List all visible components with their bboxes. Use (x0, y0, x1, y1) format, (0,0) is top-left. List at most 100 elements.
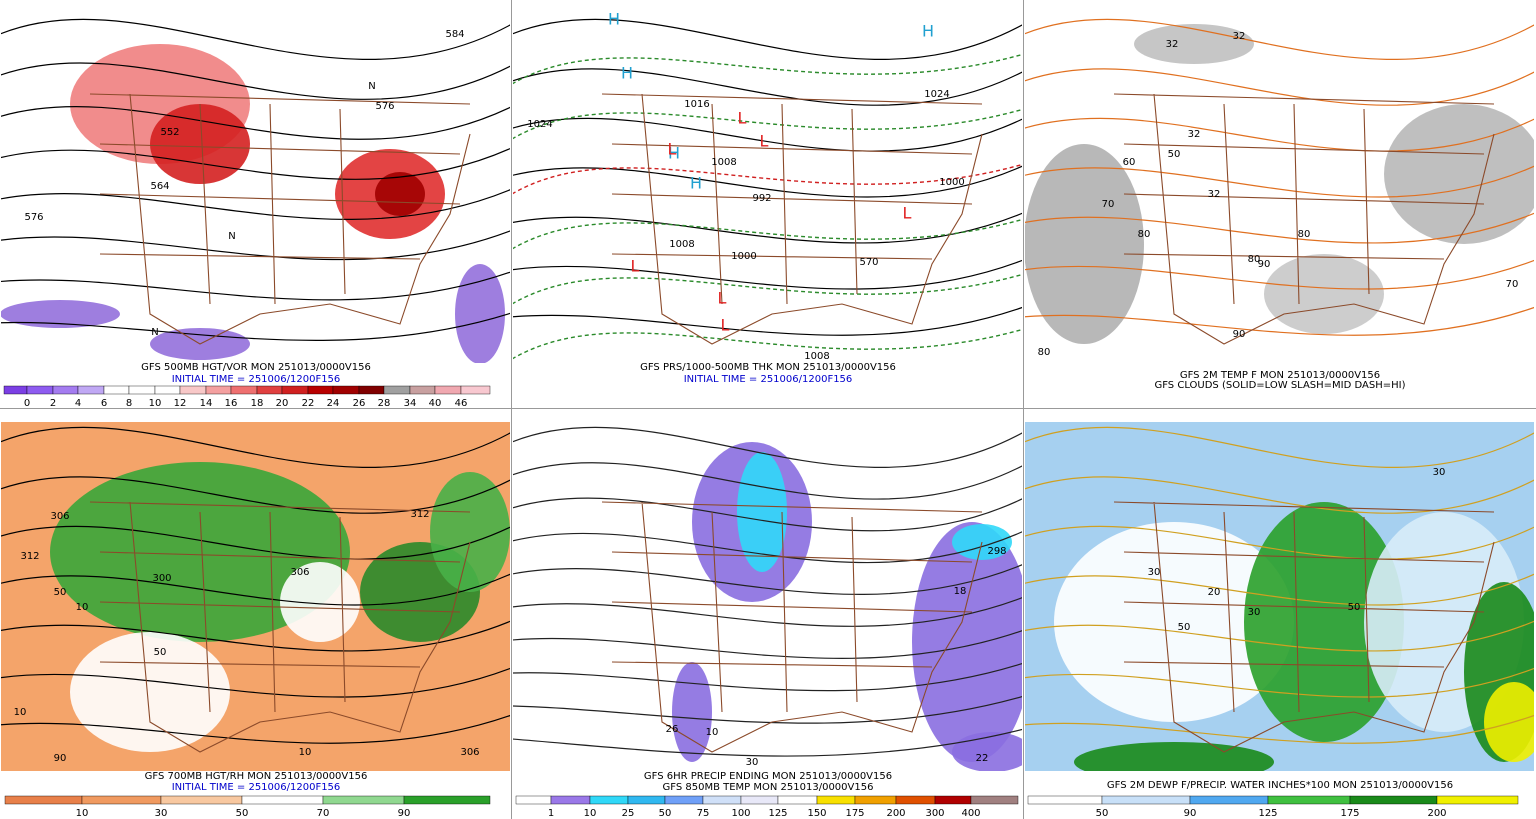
colorbar-label: 50 (236, 808, 249, 819)
panel: 552 564 576 576 584 N N N GFS 500MB HGT/VOR MON … (1, 14, 510, 409)
contour (513, 728, 1022, 757)
colorbar-segment (322, 795, 405, 805)
map-label: 80 (1248, 254, 1261, 265)
colorbar-segment (81, 795, 162, 805)
map-label: 298 (987, 546, 1006, 557)
contour (513, 531, 1022, 564)
contour (1, 271, 510, 301)
map-label: 576 (375, 101, 394, 112)
contour (513, 117, 1022, 152)
contour (513, 497, 1022, 532)
colorbar-label: 300 (925, 808, 944, 819)
colorbar-label: 8 (126, 398, 132, 409)
map-background (513, 14, 1022, 363)
contour (1, 476, 510, 514)
contour (513, 597, 1022, 627)
map-label: 80 (1138, 229, 1151, 240)
map-label: 1000 (731, 251, 756, 262)
map (513, 422, 1022, 771)
colorbar-segment (895, 795, 936, 805)
map-label: N (151, 327, 158, 338)
map-label: 32 (1233, 31, 1246, 42)
contour (1, 105, 510, 140)
contour (513, 259, 1022, 290)
shaded-area (455, 264, 505, 363)
map-label: L (631, 257, 640, 276)
map-label: 10 (14, 707, 27, 718)
contour (1, 573, 510, 606)
map-label: 1024 (924, 89, 949, 100)
colorbar-label: 0 (24, 398, 30, 409)
map-label: 312 (410, 509, 429, 520)
colorbar-segment (1349, 795, 1438, 805)
map-label: 10 (76, 602, 89, 613)
map-label: 50 (154, 647, 167, 658)
caption: GFS 2M DEWP F/PRECIP. WATER INCHES*100 M… (1107, 780, 1453, 791)
colorbar-segment (702, 795, 742, 805)
caption: GFS 2M TEMP F MON 251013/0000V156 (1180, 370, 1380, 381)
map-label: L (760, 132, 769, 151)
contour (513, 462, 1022, 500)
contour (1, 620, 510, 652)
map-label: 10 (706, 727, 719, 738)
contour (513, 695, 1022, 724)
colorbar-label: 6 (101, 398, 107, 409)
thickness-contour (513, 163, 1022, 195)
map (1, 14, 510, 363)
colorbar-segment (854, 795, 897, 805)
colorbar-label: 22 (302, 398, 315, 409)
contour (513, 165, 1022, 198)
map-label: 30 (1148, 567, 1161, 578)
map-label: 1000 (939, 177, 964, 188)
map-label: 32 (1188, 129, 1201, 140)
colorbar-label: 10 (584, 808, 597, 819)
map-label: 70 (1506, 279, 1519, 290)
map-label: H (621, 64, 633, 83)
contour (1025, 426, 1534, 468)
map-label: 50 (1178, 622, 1191, 633)
shaded-area (1264, 254, 1384, 334)
panel: 312 306 300 306 312 50 10 10 50 90 10 306 GFS 700MB … (1, 422, 510, 819)
map-label: N (228, 231, 235, 242)
map-label: 10 (299, 747, 312, 758)
colorbar-segment (434, 385, 462, 395)
caption: INITIAL TIME = 251006/1200F156 (172, 374, 341, 385)
colorbar-segment (664, 795, 704, 805)
contour (1025, 573, 1534, 606)
map-label: H (608, 10, 620, 29)
thickness-contour (513, 108, 1022, 140)
colorbar-segment (103, 385, 130, 395)
map-label: 1008 (804, 351, 829, 362)
colorbar-label: 28 (378, 398, 391, 409)
map-label: 1016 (684, 99, 709, 110)
shaded-area (1074, 742, 1274, 771)
colorbar-label: 50 (1096, 808, 1109, 819)
contour (1025, 525, 1534, 560)
shaded-area (1384, 104, 1534, 244)
colorbar-label: 100 (731, 808, 750, 819)
political-borders (1113, 501, 1495, 753)
caption: GFS 850MB TEMP MON 251013/0000V156 (663, 782, 874, 793)
map-label: 22 (976, 753, 989, 764)
colorbar-label: 150 (807, 808, 826, 819)
colorbar-label: 125 (1258, 808, 1277, 819)
colorbar-segment (52, 385, 79, 395)
colorbar-segment (550, 795, 591, 805)
contour (1, 62, 510, 100)
map-label: 20 (1208, 587, 1221, 598)
colorbar-label: 25 (622, 808, 635, 819)
colorbar-label: 2 (50, 398, 56, 409)
map-label: 564 (150, 181, 169, 192)
contour (1, 714, 510, 744)
contour (1, 18, 510, 60)
colorbar-label: 16 (225, 398, 238, 409)
contour (1, 147, 510, 180)
colorbar-segment (409, 385, 436, 395)
contour (1, 667, 510, 698)
colorbar-segment (589, 795, 629, 805)
contour (1, 312, 510, 341)
colorbar-segment (241, 795, 324, 805)
colorbar-segment (816, 795, 856, 805)
